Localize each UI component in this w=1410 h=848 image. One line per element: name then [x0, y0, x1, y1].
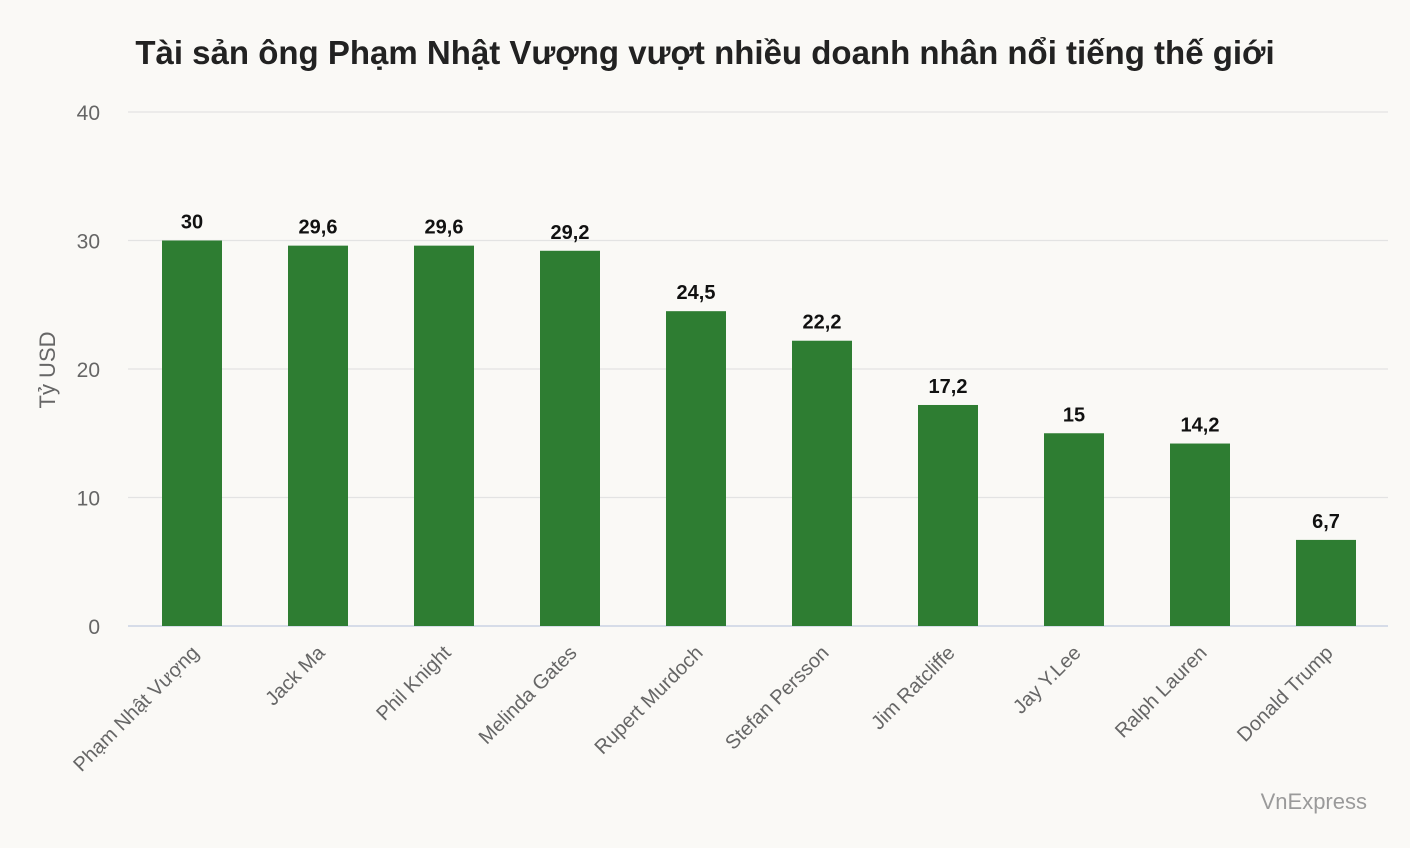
bar: [1170, 443, 1230, 626]
data-label: 14,2: [1181, 415, 1220, 437]
data-label: 30: [181, 212, 203, 234]
x-tick-label: Jay Y.Lee: [1009, 642, 1085, 718]
y-tick-label: 30: [77, 231, 100, 254]
x-axis: Phạm Nhật Vượng Jack Ma Phil Knight Melinda…: [69, 641, 1337, 776]
x-tick-label: Melinda Gates: [475, 642, 582, 749]
x-tick-label: Jim Ratcliffe: [867, 642, 959, 734]
data-label: 15: [1063, 404, 1085, 426]
data-label: 29,6: [299, 217, 338, 239]
bar: [288, 245, 348, 626]
x-tick-label: Jack Ma: [261, 641, 330, 710]
x-tick-label: Stefan Persson: [721, 642, 833, 754]
chart-title: Tài sản ông Phạm Nhật Vượng vượt nhiều d…: [135, 34, 1275, 71]
y-tick-label: 20: [77, 359, 100, 382]
bar: [666, 311, 726, 626]
y-tick-label: 40: [77, 102, 100, 125]
bar: [414, 245, 474, 626]
x-tick-label: Ralph Lauren: [1111, 642, 1211, 742]
bar: [792, 340, 852, 626]
bar: [1296, 539, 1356, 626]
x-tick-label: Phil Knight: [372, 642, 455, 725]
y-tick-label: 10: [77, 488, 100, 511]
bar: [1044, 433, 1104, 626]
bar: [540, 250, 600, 626]
data-label: 22,2: [803, 312, 842, 334]
data-label: 17,2: [929, 376, 968, 398]
x-tick-label: Rupert Murdoch: [591, 642, 708, 759]
data-label: 29,2: [551, 222, 590, 244]
y-axis: 0 10 20 30 40: [77, 102, 100, 639]
bar: [918, 404, 978, 626]
bars: [162, 240, 1356, 626]
data-label: 24,5: [677, 282, 716, 304]
value-labels: 30 29,6 29,6 29,2 24,5 22,2 17,2 15 14,2 6,7: [181, 212, 1340, 533]
x-tick-label: Donald Trump: [1233, 642, 1337, 746]
bar: [162, 240, 222, 626]
data-label: 29,6: [425, 217, 464, 239]
x-tick-label: Phạm Nhật Vượng: [69, 642, 203, 776]
y-axis-label: Tỷ USD: [35, 332, 60, 409]
source-credit: VnExpress: [1260, 789, 1367, 814]
y-tick-label: 0: [88, 616, 100, 639]
data-label: 6,7: [1312, 511, 1340, 533]
